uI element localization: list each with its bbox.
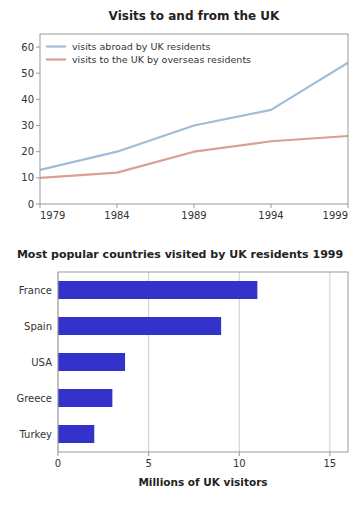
x-tick (329, 452, 330, 456)
x-tick (148, 452, 149, 456)
x-tick-label: 1989 (181, 210, 206, 221)
x-tick (271, 204, 272, 208)
plot-frame (40, 34, 348, 204)
series-line (40, 136, 348, 178)
y-tick (36, 125, 40, 126)
x-tick (194, 204, 195, 208)
bar (58, 353, 125, 371)
bar (58, 425, 94, 443)
y-tick-label: 0 (28, 199, 34, 210)
x-tick-label: 0 (55, 458, 61, 469)
legend-swatch (46, 45, 66, 47)
plot-area (40, 63, 348, 178)
category-label: Spain (24, 321, 52, 332)
y-tick (36, 204, 40, 205)
y-tick-label: 50 (21, 68, 34, 79)
y-tick (36, 73, 40, 74)
y-tick-label: 10 (21, 172, 34, 183)
chart-title: Visits to and from the UK (109, 9, 280, 23)
chart-title: Most popular countries visited by UK res… (17, 248, 343, 261)
legend: visits abroad by UK residents visits to t… (46, 41, 251, 65)
bar (58, 281, 257, 299)
series-line (40, 63, 348, 170)
category-label: USA (31, 357, 52, 368)
chart-svg: Visits to and from the UK010203040506019… (0, 0, 360, 512)
y-tick (36, 177, 40, 178)
x-tick-label: 1999 (323, 210, 348, 221)
plot-frame (58, 272, 348, 452)
category-label: Greece (16, 393, 52, 404)
y-tick (36, 47, 40, 48)
x-tick (117, 204, 118, 208)
legend-label: visits abroad by UK residents (72, 41, 210, 52)
y-tick-label: 30 (21, 120, 34, 131)
x-tick-label: 15 (324, 458, 337, 469)
y-tick-label: 40 (21, 94, 34, 105)
category-label: France (19, 285, 52, 296)
category-label: Turkey (18, 429, 52, 440)
x-tick-label: 1979 (40, 210, 65, 221)
y-tick (36, 99, 40, 100)
x-tick-label: 5 (145, 458, 151, 469)
plot-area (58, 281, 257, 443)
y-tick (36, 151, 40, 152)
legend-label: visits to the UK by overseas residents (72, 54, 251, 65)
x-tick-label: 1994 (258, 210, 283, 221)
grid-line (329, 272, 330, 452)
x-axis-label: Millions of UK visitors (138, 476, 267, 488)
x-tick (58, 452, 59, 456)
bar (58, 389, 112, 407)
chart-container: Visits to and from the UK010203040506019… (0, 0, 360, 512)
x-tick (348, 204, 349, 208)
x-tick-label: 10 (233, 458, 246, 469)
x-tick (40, 204, 41, 208)
x-tick (239, 452, 240, 456)
legend-swatch (46, 58, 66, 60)
bar (58, 317, 221, 335)
y-tick-label: 20 (21, 146, 34, 157)
y-tick-label: 60 (21, 42, 34, 53)
x-tick-label: 1984 (104, 210, 129, 221)
